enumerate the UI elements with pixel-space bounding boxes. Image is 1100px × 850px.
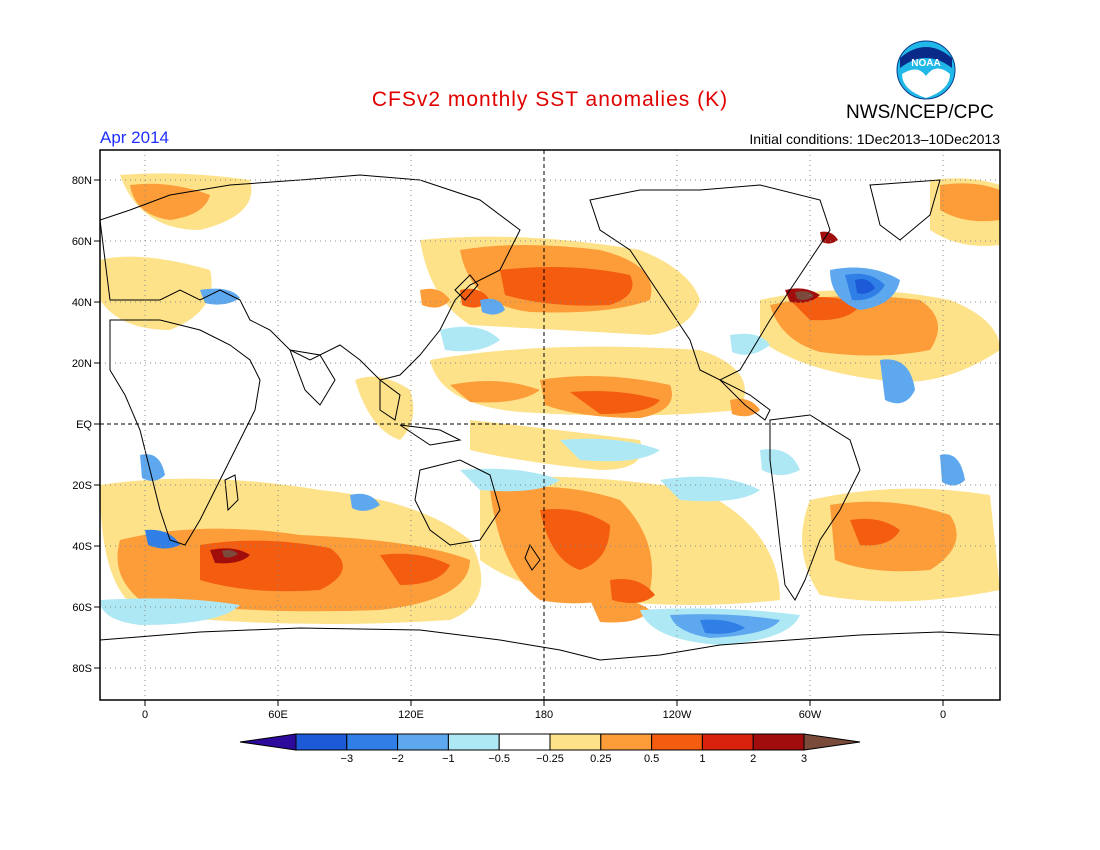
- lat-label: 60S: [72, 602, 92, 614]
- lat-label: 60N: [72, 236, 92, 248]
- colorbar-label: −1: [442, 753, 455, 765]
- lat-label: 20S: [72, 480, 92, 492]
- lon-label: 0: [940, 709, 946, 721]
- colorbar-label: 0.5: [644, 753, 659, 765]
- lat-label: 20N: [72, 358, 92, 370]
- colorbar-box: [600, 733, 653, 751]
- lat-label: 80N: [72, 175, 92, 187]
- lat-label: 40N: [72, 297, 92, 309]
- lon-label: 60E: [268, 709, 288, 721]
- colorbar-box: [701, 733, 754, 751]
- noaa-logo-text: NOAA: [911, 58, 940, 69]
- lon-label: 120W: [663, 709, 692, 721]
- colorbar-overflow: [803, 733, 861, 751]
- colorbar-label: −2: [391, 753, 404, 765]
- colorbar-label: −3: [341, 753, 354, 765]
- colorbar-label: 3: [801, 753, 807, 765]
- lon-labels: 0 60E 120E 180 120W 60W 0: [142, 709, 946, 721]
- colorbar-label: −0.5: [488, 753, 510, 765]
- colorbar-box: [752, 733, 805, 751]
- colorbar-label: 1: [699, 753, 705, 765]
- colorbar-label: −0.25: [536, 753, 564, 765]
- colorbar-box: [295, 733, 348, 751]
- forecast-month: Apr 2014: [100, 128, 169, 147]
- map-frame: [99, 149, 1001, 701]
- organization-label: NWS/NCEP/CPC: [846, 102, 994, 123]
- sst-anomaly-field: [100, 173, 1000, 645]
- grid-lines: [100, 150, 1000, 700]
- colorbar-label: 2: [750, 753, 756, 765]
- colorbar-box: [447, 733, 500, 751]
- lon-ticks: [144, 700, 944, 706]
- colorbar-box: [651, 733, 703, 751]
- lat-label: 40S: [72, 541, 92, 553]
- colorbar: −3 −2 −1 −0.5 −0.25 0.25 0.5 1 2 3: [239, 733, 861, 765]
- colorbar-box: [549, 733, 602, 751]
- lat-label: EQ: [76, 419, 92, 431]
- noaa-logo: NOAA: [896, 40, 956, 100]
- lat-label: 80S: [72, 663, 92, 675]
- lon-label: 60W: [799, 709, 822, 721]
- reference-lines: [100, 150, 1000, 700]
- lat-ticks: [94, 179, 100, 669]
- colorbar-box: [346, 733, 399, 751]
- colorbar-box: [498, 733, 551, 751]
- lon-label: 120E: [398, 709, 424, 721]
- lon-label: 0: [142, 709, 148, 721]
- lat-labels: 80N 60N 40N 20N EQ 20S 40S 60S 80S: [72, 175, 93, 675]
- chart-title: CFSv2 monthly SST anomalies (K): [371, 88, 729, 111]
- colorbar-label: 0.25: [590, 753, 611, 765]
- initial-conditions: Initial conditions: 1Dec2013–10Dec2013: [749, 131, 1000, 147]
- colorbar-underflow: [239, 733, 297, 751]
- colorbar-box: [397, 733, 449, 751]
- lon-label: 180: [535, 709, 553, 721]
